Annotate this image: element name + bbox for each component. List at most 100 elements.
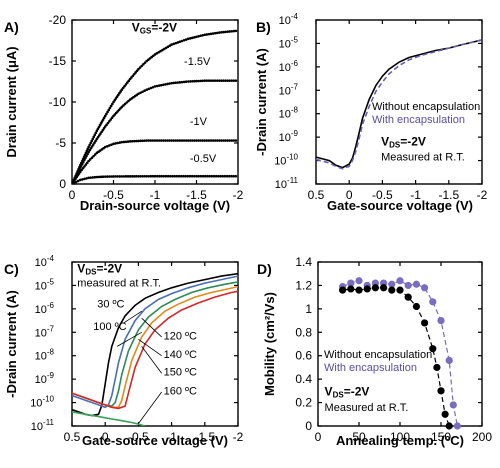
data-point: [164, 83, 167, 86]
data-point: [84, 163, 88, 166]
data-point: [213, 79, 217, 82]
data-point: [180, 80, 184, 84]
x-axis-label: Gate-source voltage (V): [327, 198, 473, 213]
data-point: [89, 176, 92, 179]
data-point: [176, 41, 180, 44]
data-point: [168, 82, 171, 85]
data-point: [195, 174, 198, 178]
data-point: [380, 284, 388, 292]
data-point: [203, 79, 207, 82]
data-point: [453, 422, 461, 430]
data-point: [143, 89, 146, 93]
x-axis-label: Annealing temp. (°C): [336, 433, 464, 448]
y-tick-exponent: -6: [291, 59, 299, 68]
plot-frame: [71, 261, 239, 427]
data-point: [172, 81, 175, 85]
data-point: [126, 81, 129, 84]
data-point: [157, 139, 161, 142]
data-point: [93, 133, 97, 137]
y-tick-label: 0.6: [295, 349, 312, 363]
annotation: 100 ºC: [93, 321, 126, 333]
data-point: [92, 154, 95, 158]
data-point: [191, 79, 194, 83]
annotation-text: -1.5V: [184, 56, 211, 68]
data-point: [121, 86, 125, 90]
y-axis-label: -Drain current (A): [4, 290, 19, 398]
data-point: [162, 139, 165, 142]
data-point: [234, 79, 238, 82]
data-point: [197, 34, 200, 38]
y-tick-exponent: -10: [42, 395, 54, 404]
data-point: [199, 79, 202, 83]
data-point: [209, 79, 213, 82]
annotation-text: 120 ºC: [164, 330, 197, 342]
data-point: [445, 422, 453, 430]
annotation-text: 160 ºC: [164, 385, 197, 397]
chart-panel-a: A)0 -0.5 -1 -1.5 -20-5-10-15-20Drain-source …: [4, 13, 244, 213]
data-point: [108, 119, 111, 123]
data-point: [230, 29, 234, 33]
data-point: [141, 174, 144, 178]
data-point: [203, 174, 207, 178]
data-point: [199, 34, 202, 38]
data-point: [106, 121, 110, 125]
data-point: [429, 345, 437, 353]
annotation-text: V: [325, 385, 333, 399]
y-tick-exponent: -11: [287, 176, 299, 185]
x-tick-label: -0.5: [128, 430, 149, 444]
y-tick-exponent: -10: [286, 153, 298, 162]
y-tick-label: 10-7: [279, 82, 299, 97]
data-point: [199, 139, 202, 142]
data-point: [90, 156, 94, 160]
series-with-encapsulation-line: [316, 39, 482, 170]
x-tick-label: 0: [102, 430, 109, 444]
data-point: [404, 281, 412, 290]
x-tick-label: 0.5: [64, 430, 81, 444]
data-point: [81, 162, 84, 166]
data-point: [182, 38, 186, 42]
series--1-5v: [72, 79, 238, 184]
data-point: [92, 135, 96, 139]
data-point: [120, 140, 124, 144]
series-v-gs-2v: [72, 29, 238, 184]
y-tick-label: 10-6: [35, 301, 55, 316]
data-point: [162, 83, 165, 87]
x-tick-label: 50: [352, 430, 366, 444]
annotation: Measured at R.T.: [381, 152, 465, 164]
data-point: [180, 139, 184, 142]
data-point: [197, 139, 200, 142]
data-point: [164, 139, 167, 142]
data-point: [211, 32, 215, 35]
panel-label: A): [4, 19, 19, 35]
y-tick-exponent: -5: [47, 277, 55, 286]
data-point: [149, 139, 153, 142]
data-point: [147, 174, 151, 178]
annotation-value: =-2V: [344, 385, 370, 399]
data-point: [199, 174, 203, 178]
data-point: [79, 170, 82, 173]
annotation: -1V: [190, 116, 208, 128]
data-point: [184, 80, 188, 84]
data-point: [145, 139, 148, 142]
data-point: [116, 175, 119, 178]
data-point: [155, 139, 159, 142]
data-point: [164, 174, 168, 178]
data-point: [404, 293, 412, 301]
data-point: [124, 83, 128, 86]
annotation: VDS=-2V: [325, 385, 370, 400]
data-point: [149, 86, 153, 90]
data-point: [217, 174, 220, 178]
data-point: [101, 175, 105, 179]
annotation: VDS=-2V: [381, 134, 426, 149]
data-point: [141, 90, 144, 94]
data-point: [347, 285, 355, 293]
data-point: [153, 85, 157, 88]
y-tick-exponent: -4: [47, 254, 55, 263]
data-point: [219, 174, 222, 178]
annotation-text: 140 ºC: [164, 349, 197, 361]
data-point: [87, 159, 90, 163]
data-point: [76, 179, 80, 183]
series-100-c-line: [72, 275, 238, 409]
data-point: [227, 174, 231, 178]
annotation: VGS=-2V: [132, 20, 177, 35]
